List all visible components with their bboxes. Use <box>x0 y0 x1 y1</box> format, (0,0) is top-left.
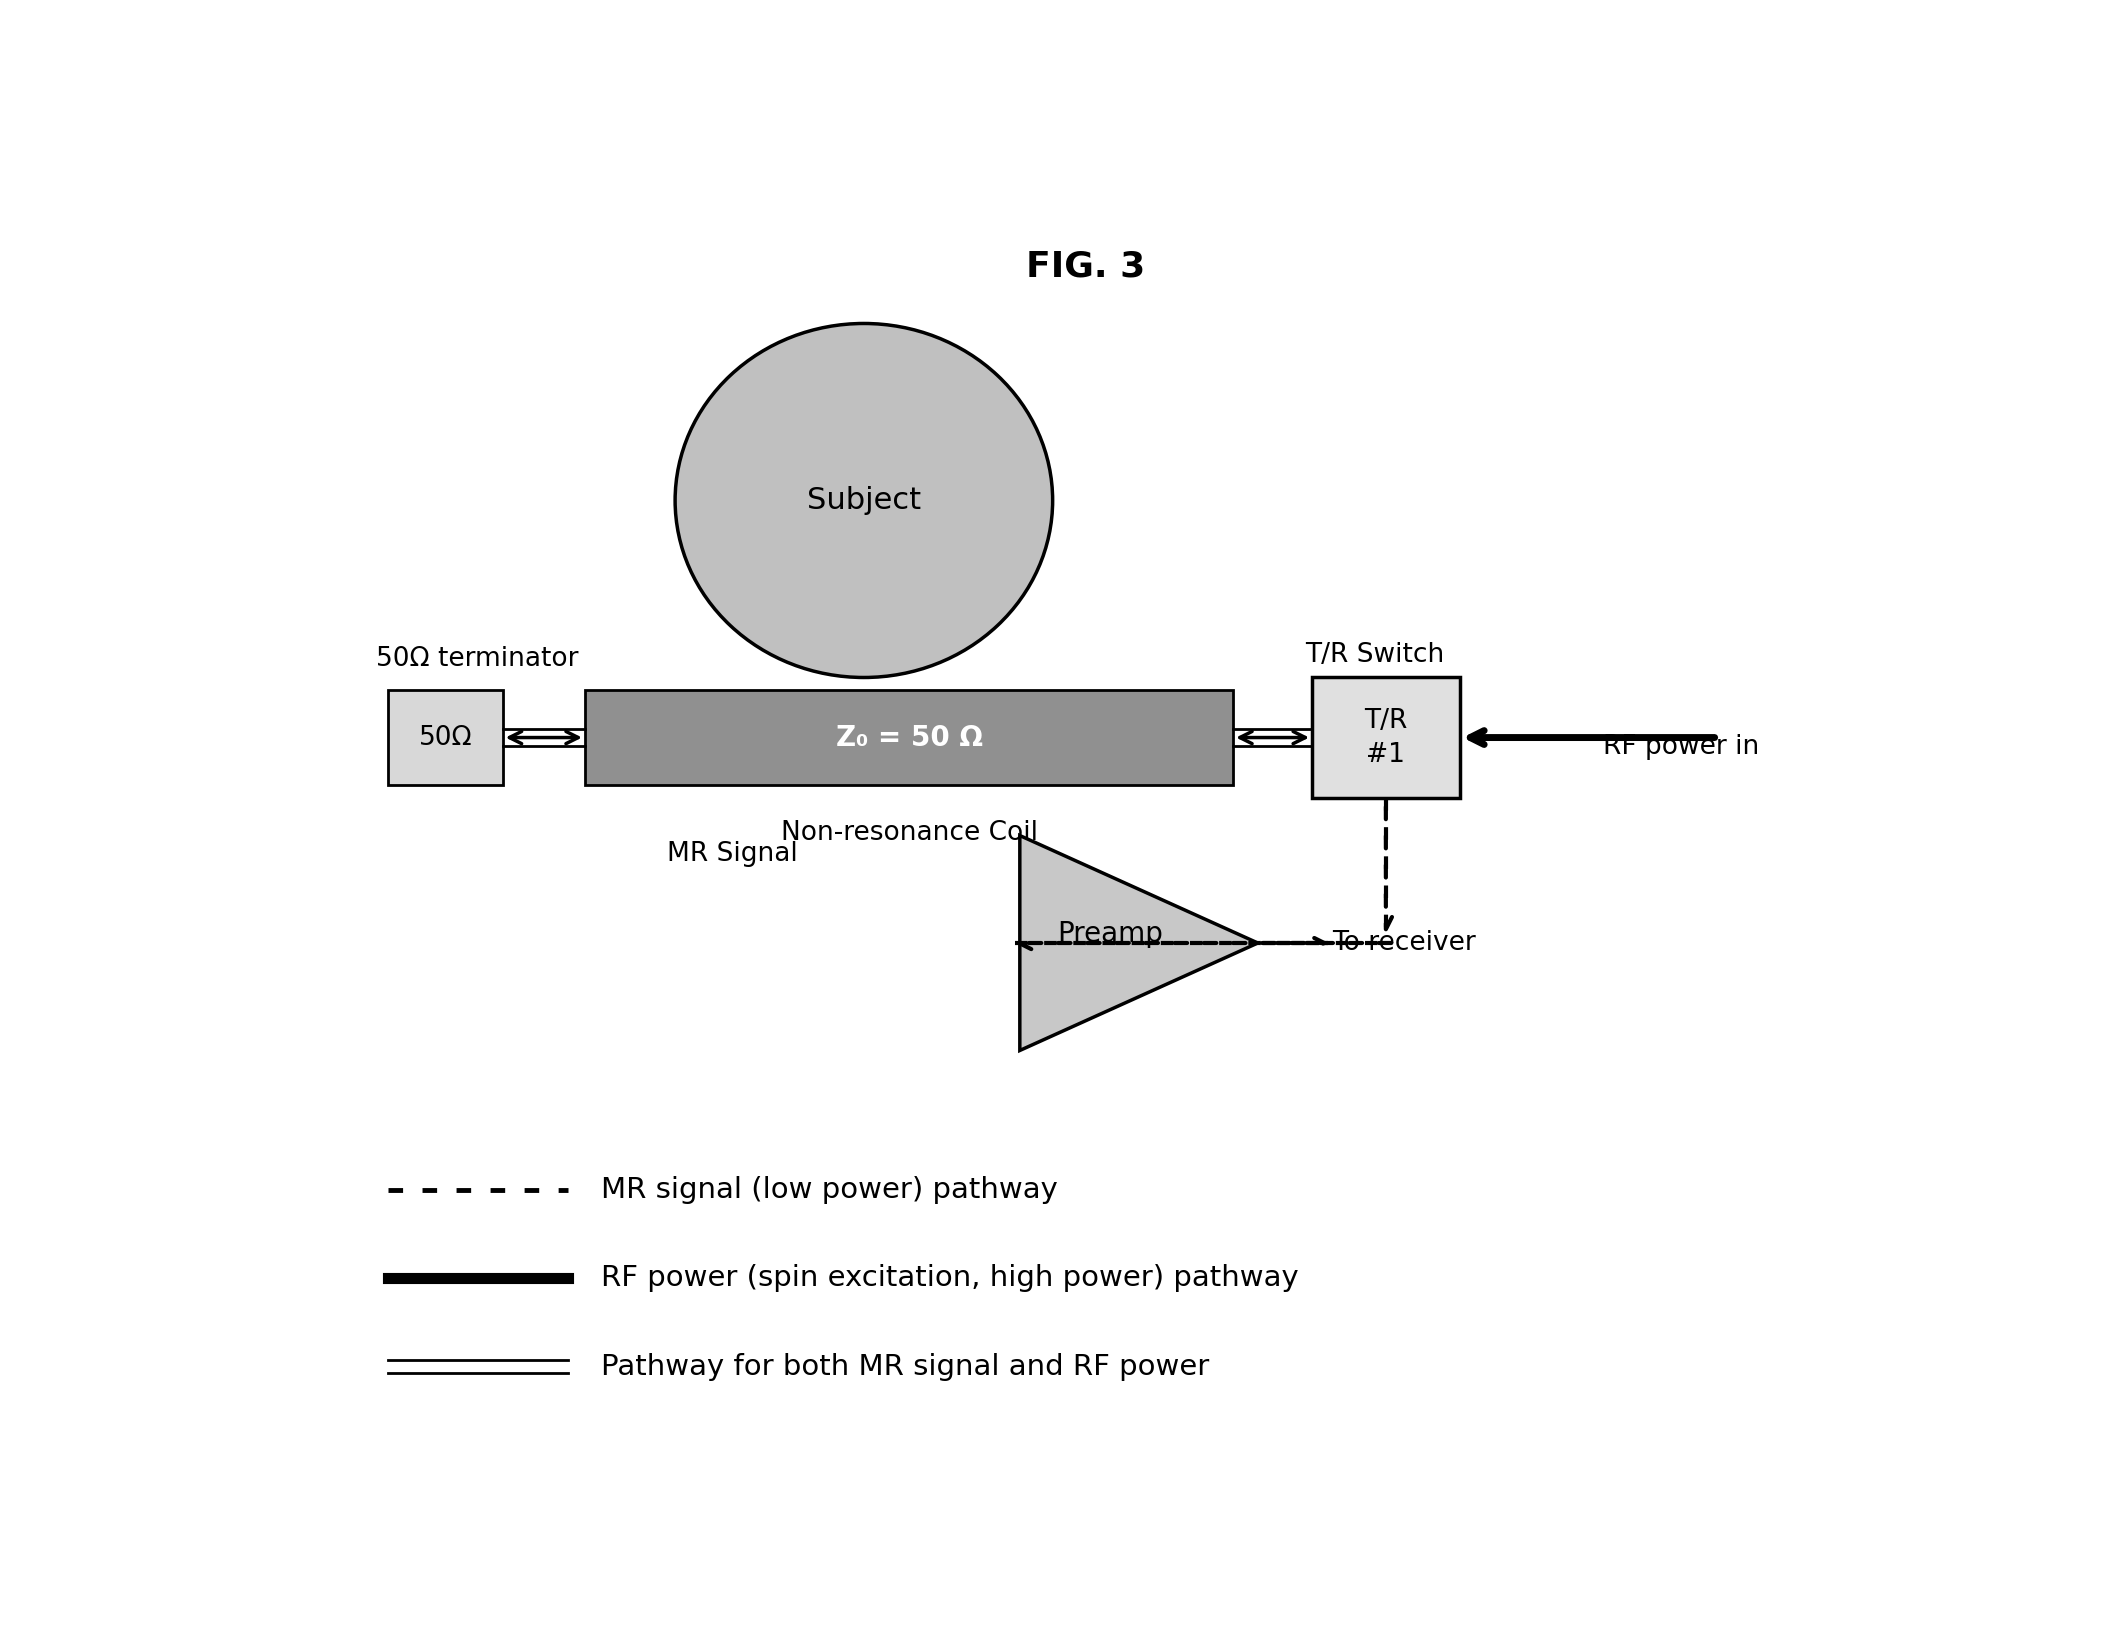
Text: 50Ω terminator: 50Ω terminator <box>377 645 578 672</box>
Text: RF power (spin excitation, high power) pathway: RF power (spin excitation, high power) p… <box>602 1264 1298 1292</box>
Text: Preamp: Preamp <box>1057 921 1163 949</box>
FancyBboxPatch shape <box>1311 678 1459 798</box>
Text: Pathway for both MR signal and RF power: Pathway for both MR signal and RF power <box>602 1353 1209 1381</box>
Text: Non-resonance Coil: Non-resonance Coil <box>782 821 1038 846</box>
FancyBboxPatch shape <box>388 690 502 785</box>
Polygon shape <box>1021 836 1258 1051</box>
Ellipse shape <box>676 323 1053 678</box>
Text: MR Signal: MR Signal <box>667 841 798 867</box>
Text: To receiver: To receiver <box>1332 929 1476 956</box>
Text: T/R Switch: T/R Switch <box>1305 642 1444 668</box>
Text: 50Ω: 50Ω <box>419 724 472 750</box>
Text: MR signal (low power) pathway: MR signal (low power) pathway <box>602 1176 1059 1204</box>
Text: FIG. 3: FIG. 3 <box>1025 250 1146 284</box>
FancyBboxPatch shape <box>585 690 1233 785</box>
Text: T/R
#1: T/R #1 <box>1364 708 1408 767</box>
Text: RF power in: RF power in <box>1603 734 1758 760</box>
Text: Z₀ = 50 Ω: Z₀ = 50 Ω <box>834 724 983 752</box>
Text: Subject: Subject <box>807 486 921 516</box>
